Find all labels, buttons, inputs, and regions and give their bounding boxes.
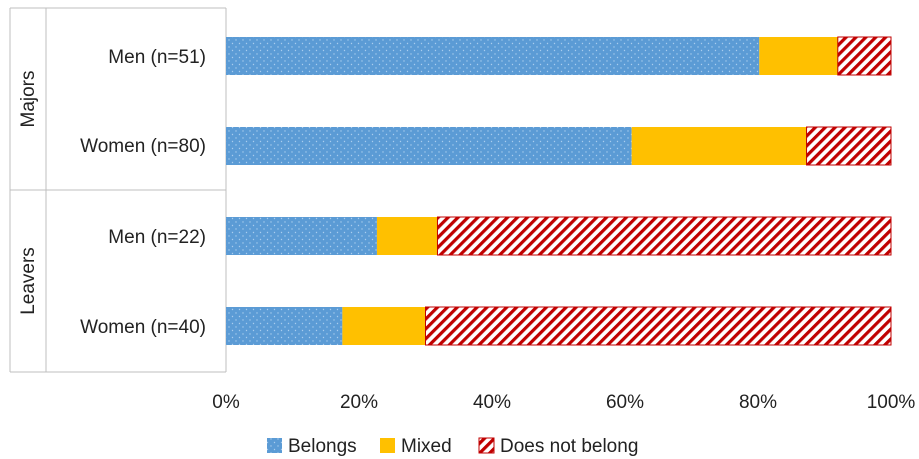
bar-segment-does-not-belong <box>436 216 892 256</box>
group-frame <box>9 7 226 373</box>
legend-swatch-belongs <box>267 438 282 453</box>
x-tick-label: 40% <box>473 392 511 413</box>
x-tick-label: 20% <box>340 392 378 413</box>
bar-segment-mixed <box>631 127 807 165</box>
legend-swatch-mixed <box>380 438 395 453</box>
bar-segment-belongs <box>226 217 377 255</box>
x-tick-label: 80% <box>739 392 777 413</box>
bars <box>226 36 892 346</box>
category-label: Men (n=22) <box>108 227 206 248</box>
category-label: Men (n=51) <box>108 47 206 68</box>
bar-segment-belongs <box>226 127 632 165</box>
bar-segment-does-not-belong <box>837 36 892 76</box>
bar-segment-mixed <box>759 37 838 75</box>
bar-segment-mixed <box>342 307 426 345</box>
legend-label-does-not-belong: Does not belong <box>500 436 638 457</box>
group-label-leavers: Leavers <box>18 247 39 315</box>
bar-segment-belongs <box>226 37 760 75</box>
bar-segment-does-not-belong <box>806 126 892 166</box>
legend-swatch-does-not-belong <box>478 437 495 454</box>
legend-label-mixed: Mixed <box>401 436 452 457</box>
group-label-majors: Majors <box>18 70 39 127</box>
x-tick-label: 100% <box>867 392 916 413</box>
legend: Belongs Mixed Does not belong <box>267 436 638 457</box>
x-axis-ticks: 0% 20% 40% 60% 80% 100% <box>212 392 915 413</box>
bar-segment-belongs <box>226 307 343 345</box>
category-label: Women (n=80) <box>80 136 206 157</box>
bar-segment-mixed <box>376 217 438 255</box>
bar-segment-does-not-belong <box>425 306 892 346</box>
legend-label-belongs: Belongs <box>288 436 357 457</box>
x-tick-label: 0% <box>212 392 240 413</box>
category-label: Women (n=40) <box>80 317 206 338</box>
x-tick-label: 60% <box>606 392 644 413</box>
